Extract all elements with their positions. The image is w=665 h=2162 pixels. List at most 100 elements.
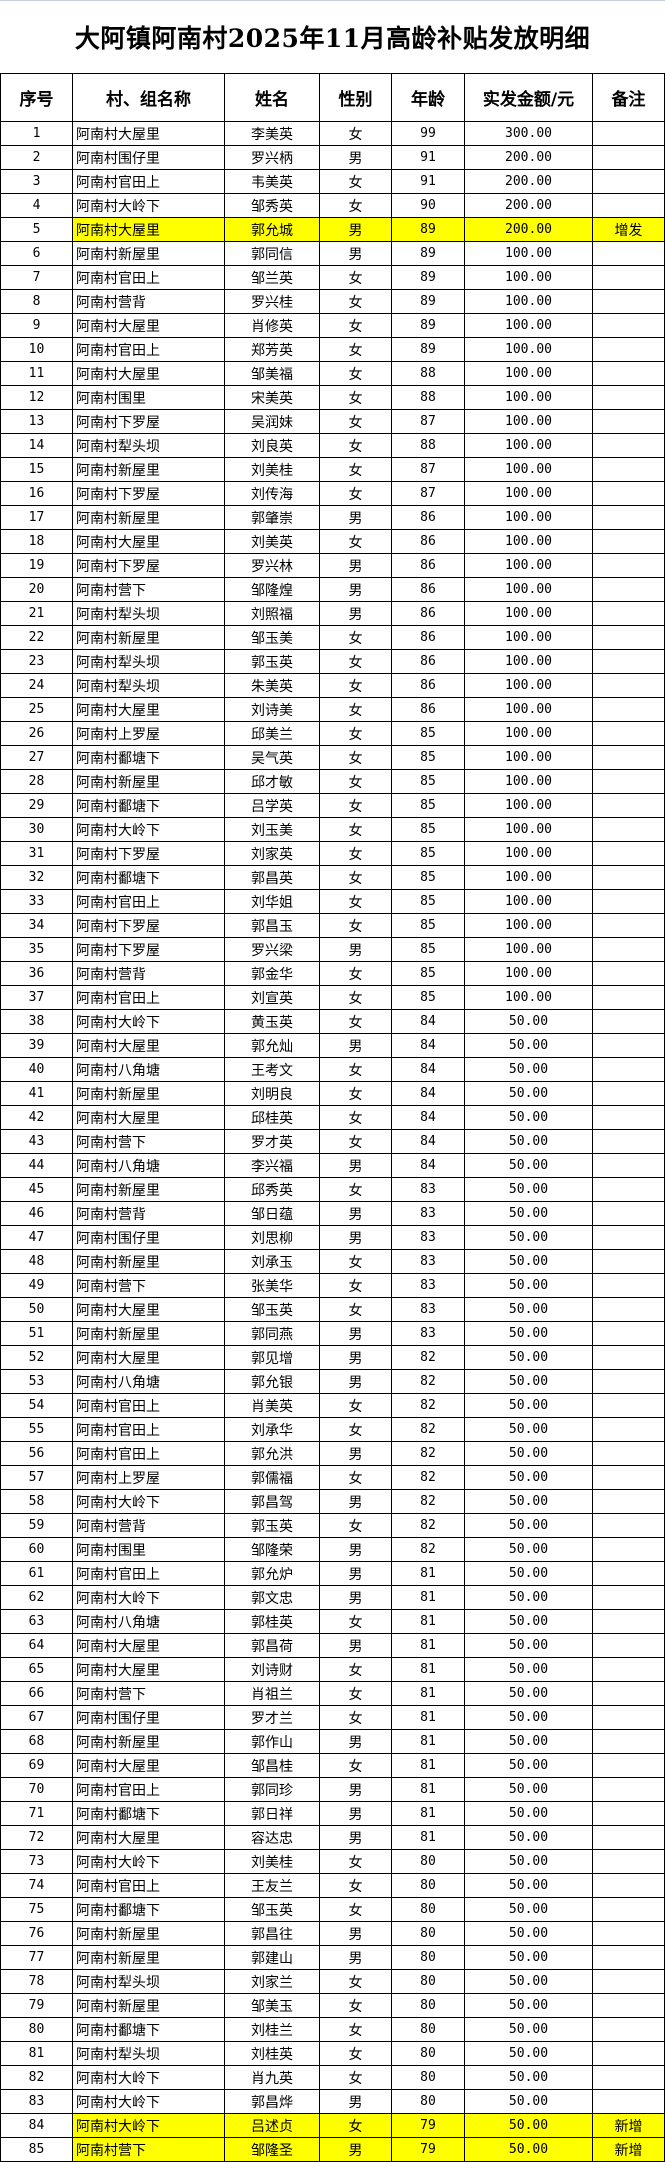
table-row: 16 阿南村下罗屋 刘传海女 87 100.00 [0, 481, 665, 506]
cell-village: 阿南村大岭下 [72, 2089, 225, 2114]
cell-index: 62 [0, 1585, 73, 1610]
cell-age: 80 [391, 1849, 465, 1874]
table-row: 27 阿南村鄱塘下 吴气英女 85 100.00 [0, 745, 665, 770]
cell-age: 82 [391, 1345, 465, 1370]
cell-name: 刘美英 [224, 529, 320, 554]
cell-age: 80 [391, 1969, 465, 1994]
table-row: 49 阿南村营下 张美华女 83 50.00 [0, 1273, 665, 1298]
cell-name: 吴气英 [224, 745, 320, 770]
cell-amount: 100.00 [464, 313, 593, 338]
cell-gender: 女 [319, 1849, 392, 1874]
cell-index: 37 [0, 985, 73, 1010]
table-row: 6 阿南村新屋里 郭同信男 89 100.00 [0, 241, 665, 266]
cell-remark [592, 1705, 665, 1730]
cell-remark [592, 1513, 665, 1538]
table-row: 76 阿南村新屋里 郭昌往男 80 50.00 [0, 1921, 665, 1946]
cell-name: 朱美英 [224, 673, 320, 698]
table-row: 59 阿南村营背 郭玉英女 82 50.00 [0, 1513, 665, 1538]
cell-gender: 男 [319, 217, 392, 242]
cell-index: 16 [0, 481, 73, 506]
table-row: 79 阿南村新屋里 邹美玉女 80 50.00 [0, 1993, 665, 2018]
cell-name: 刘美桂 [224, 457, 320, 482]
cell-remark [592, 1057, 665, 1082]
cell-remark [592, 1297, 665, 1322]
table-row: 12 阿南村围里 宋美英女 88 100.00 [0, 385, 665, 410]
cell-remark [592, 433, 665, 458]
cell-age: 85 [391, 865, 465, 890]
cell-index: 58 [0, 1489, 73, 1514]
table-row: 46 阿南村营背 邹日蕴男 83 50.00 [0, 1201, 665, 1226]
cell-name: 郭见增 [224, 1345, 320, 1370]
cell-gender: 女 [319, 769, 392, 794]
cell-remark [592, 1417, 665, 1442]
cell-age: 83 [391, 1225, 465, 1250]
cell-remark [592, 721, 665, 746]
cell-gender: 女 [319, 1753, 392, 1778]
cell-name: 刘思柳 [224, 1225, 320, 1250]
cell-age: 85 [391, 769, 465, 794]
cell-name: 郭允银 [224, 1369, 320, 1394]
cell-gender: 女 [319, 1993, 392, 2018]
cell-age: 88 [391, 385, 465, 410]
cell-village: 阿南村犁头坝 [72, 649, 225, 674]
cell-index: 70 [0, 1777, 73, 1802]
cell-amount: 50.00 [464, 1153, 593, 1178]
cell-remark [592, 937, 665, 962]
cell-remark [592, 241, 665, 266]
cell-name: 邹隆煌 [224, 577, 320, 602]
cell-amount: 50.00 [464, 1177, 593, 1202]
cell-amount: 200.00 [464, 217, 593, 242]
cell-remark [592, 1321, 665, 1346]
cell-gender: 女 [319, 169, 392, 194]
table-row: 47 阿南村围仔里 刘思柳男 83 50.00 [0, 1225, 665, 1250]
cell-remark [592, 313, 665, 338]
cell-village: 阿南村新屋里 [72, 1081, 225, 1106]
cell-remark [592, 169, 665, 194]
table-row: 14 阿南村犁头坝 刘良英女 88 100.00 [0, 433, 665, 458]
cell-amount: 100.00 [464, 505, 593, 530]
cell-name: 郭昌烨 [224, 2089, 320, 2114]
cell-age: 84 [391, 1081, 465, 1106]
cell-age: 86 [391, 697, 465, 722]
cell-remark [592, 1489, 665, 1514]
cell-remark [592, 2089, 665, 2114]
cell-remark [592, 697, 665, 722]
cell-name: 吴润妹 [224, 409, 320, 434]
table-row: 57 阿南村上罗屋 郭儒福女 82 50.00 [0, 1465, 665, 1490]
cell-village: 阿南村新屋里 [72, 457, 225, 482]
cell-gender: 男 [319, 2137, 392, 2162]
cell-amount: 100.00 [464, 721, 593, 746]
cell-name: 郭桂英 [224, 1609, 320, 1634]
cell-index: 85 [0, 2137, 73, 2162]
cell-index: 53 [0, 1369, 73, 1394]
cell-gender: 男 [319, 1945, 392, 1970]
cell-index: 30 [0, 817, 73, 842]
cell-name: 郑芳英 [224, 337, 320, 362]
cell-remark [592, 1225, 665, 1250]
cell-name: 刘明良 [224, 1081, 320, 1106]
cell-name: 刘桂兰 [224, 2017, 320, 2042]
cell-age: 85 [391, 985, 465, 1010]
cell-age: 85 [391, 721, 465, 746]
table-row: 32 阿南村鄱塘下 郭昌英女 85 100.00 [0, 865, 665, 890]
cell-village: 阿南村新屋里 [72, 241, 225, 266]
table-row: 15 阿南村新屋里 刘美桂女 87 100.00 [0, 457, 665, 482]
cell-remark [592, 529, 665, 554]
cell-remark [592, 1009, 665, 1034]
cell-name: 张美华 [224, 1273, 320, 1298]
cell-age: 86 [391, 649, 465, 674]
table-row: 61 阿南村官田上 郭允炉男 81 50.00 [0, 1561, 665, 1586]
cell-name: 邹美玉 [224, 1993, 320, 2018]
table-row: 65 阿南村大屋里 刘诗财女 81 50.00 [0, 1657, 665, 1682]
cell-index: 22 [0, 625, 73, 650]
cell-gender: 男 [319, 1321, 392, 1346]
cell-remark [592, 985, 665, 1010]
cell-village: 阿南村官田上 [72, 1777, 225, 1802]
cell-name: 郭玉英 [224, 649, 320, 674]
table-row: 35 阿南村下罗屋 罗兴梁男 85 100.00 [0, 937, 665, 962]
cell-remark [592, 1969, 665, 1994]
cell-gender: 女 [319, 1177, 392, 1202]
cell-index: 52 [0, 1345, 73, 1370]
cell-amount: 50.00 [464, 1681, 593, 1706]
cell-remark [592, 2065, 665, 2090]
